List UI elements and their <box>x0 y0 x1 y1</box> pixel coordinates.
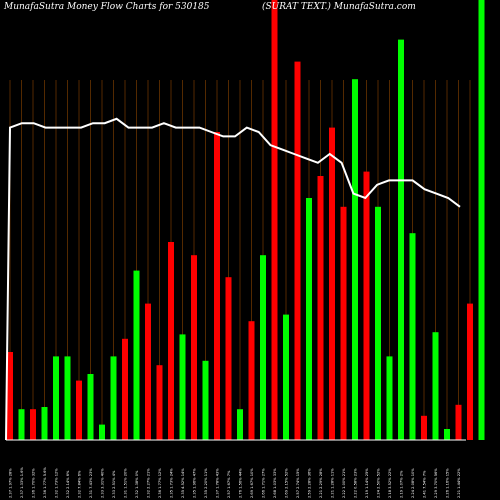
x-tick-label: 2.21 1.28% 11% <box>331 468 335 498</box>
bar <box>168 242 174 440</box>
bar <box>455 404 462 440</box>
x-tick-label: 2.66 1.71% 27% <box>262 468 266 498</box>
bar <box>340 206 347 440</box>
x-tick-label: 2.35 4.52% 14% <box>181 468 185 498</box>
bar <box>110 356 117 440</box>
bar <box>191 255 197 440</box>
x-tick-label: 2.24 2.08% 10% <box>411 468 415 498</box>
x-tick-label: 2.57 2.74% 15% <box>296 468 300 498</box>
x-tick-label: 2.33 2.51% 4% <box>112 470 116 498</box>
chart-title-right: (SURAT TEXT.) MunafaSutra.com <box>262 1 416 12</box>
bar <box>179 334 186 440</box>
x-tick-label: 2.22 0.58% 23% <box>354 468 358 498</box>
x-tick-label: 2.76 1.56% 44% <box>239 468 243 498</box>
bar <box>317 176 324 440</box>
x-tick-label: 2.32 2.14% 6% <box>66 470 70 498</box>
chart-title-left: MunafaSutra Money Flow Charts for 530185 <box>3 2 210 12</box>
bar <box>306 198 312 440</box>
bar <box>478 0 485 440</box>
x-tick-label: 2.37 1.33% 1.6% <box>20 467 24 498</box>
x-tick-label: 2.69 2.15% 52% <box>285 468 289 498</box>
bar <box>7 352 13 440</box>
bar <box>409 233 416 440</box>
x-tick-label: 2.57 1.67% 7% <box>227 470 231 498</box>
bar <box>18 409 25 440</box>
x-tick-label: 2.36 1.77% 5.6% <box>43 467 47 498</box>
bar <box>156 365 163 440</box>
x-tick-label: 2.32 1.73% 12% <box>55 468 59 498</box>
bar <box>248 321 255 440</box>
x-tick-label: 2.36 1.70% 32% <box>32 468 36 498</box>
bar <box>352 79 358 440</box>
x-tick-label: 2.29 3.70% 56% <box>434 468 438 498</box>
bar <box>294 61 301 440</box>
bar <box>202 360 209 440</box>
x-tick-labels: 2.37 1.97% 28% 2.37 1.33% 1.6% 2.36 1.70% … <box>9 467 462 498</box>
x-tick-label: 2.36 1.77% 12% <box>158 468 162 498</box>
x-tick-label: 2.35 1.96% 47% <box>193 468 197 498</box>
x-tick-label: 2.21 1.44% 22% <box>457 468 461 498</box>
bar <box>41 407 48 440</box>
bar-series <box>7 0 485 440</box>
bar <box>76 380 82 440</box>
bar <box>329 127 335 440</box>
x-tick-label: 2.33 3.31% 40% <box>101 468 105 498</box>
x-tick-label: 2.19 1.14% 25% <box>365 468 369 498</box>
bar <box>30 409 36 440</box>
bar <box>99 424 105 440</box>
bar <box>271 0 278 440</box>
x-tick-label: 2.22 1.00% 21% <box>342 468 346 498</box>
x-tick-label: 2.18 3.52% 22% <box>388 468 392 498</box>
x-tick-label: 2.32 1.38% 0% <box>135 470 139 498</box>
bar <box>398 39 404 440</box>
bar <box>53 356 59 440</box>
bar <box>363 171 370 440</box>
x-tick-label: 2.35 2.20% 11% <box>204 468 208 498</box>
bar <box>375 206 381 440</box>
x-tick-label: 2.31 1.51% 20% <box>124 468 128 498</box>
bar <box>283 314 289 440</box>
bar <box>421 415 427 440</box>
x-tick-label: 2.37 1.97% 28% <box>9 468 13 498</box>
bar <box>64 356 71 440</box>
bar <box>444 429 450 440</box>
bar <box>237 409 243 440</box>
x-tick-label: 2.26 1.16% 15% <box>446 468 450 498</box>
x-tick-label: 2.24 2.50% 52% <box>377 468 381 498</box>
x-tick-label: 2.32 7.84% 6% <box>78 470 82 498</box>
bar <box>145 303 151 440</box>
x-tick-label: 2.41 7.54% 7% <box>423 470 427 498</box>
bar <box>386 356 393 440</box>
bar <box>260 255 266 440</box>
money-flow-line <box>5 117 461 441</box>
x-tick-label: 2.19 1.07% 2% <box>400 470 404 498</box>
bar <box>467 303 473 440</box>
x-tick-label: 2.59 2.28% 36% <box>308 468 312 498</box>
bar <box>133 270 140 440</box>
x-tick-label: 2.37 1.78% 43% <box>216 468 220 498</box>
x-tick-label: 2.68 1.03% 33% <box>273 468 277 498</box>
x-tick-label: 2.21 2.29% 28% <box>319 468 323 498</box>
x-tick-label: 2.32 2.27% 21% <box>147 468 151 498</box>
bar <box>225 277 232 440</box>
x-tick-label: 2.69 1.67% 10% <box>250 468 254 498</box>
bar <box>432 332 439 440</box>
x-tick-label: 2.31 7.43% 23% <box>89 468 93 498</box>
bar <box>87 374 94 440</box>
bar <box>122 338 128 440</box>
bar <box>214 132 220 440</box>
x-tick-label: 2.35 1.73% 24% <box>170 468 174 498</box>
